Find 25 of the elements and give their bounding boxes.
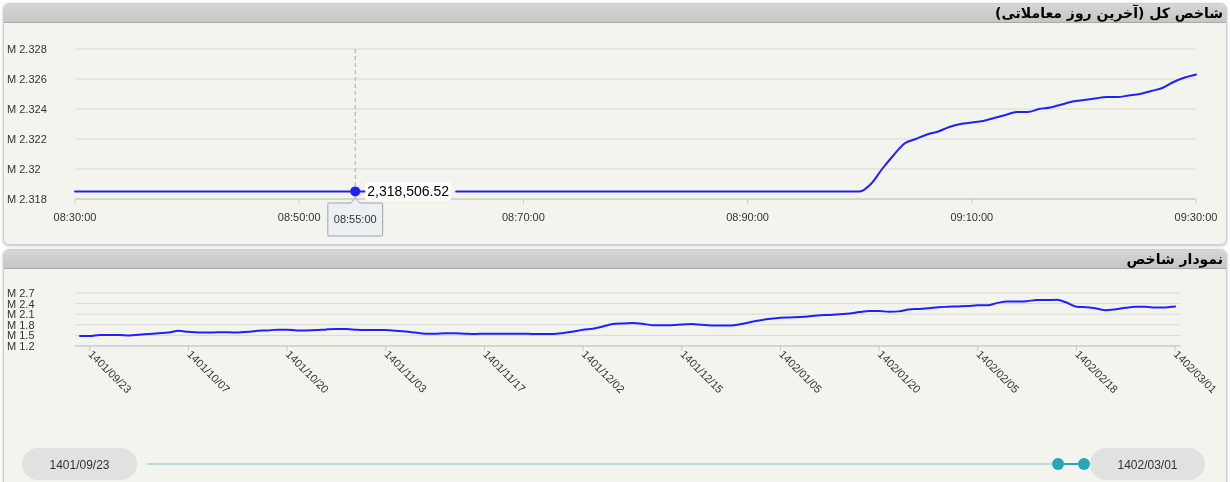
xtick-label: 08:30:00 bbox=[53, 211, 97, 223]
xtick-label: 08:50:00 bbox=[277, 211, 321, 223]
annotation: 2,318,506.52 bbox=[365, 182, 452, 201]
xtick-label: 08:90:00 bbox=[726, 211, 769, 223]
x-tick-label: 08:55:00 bbox=[333, 213, 377, 225]
ytick-label: 2.322 M bbox=[7, 133, 47, 145]
ytick-label: 2.318 M bbox=[7, 193, 47, 205]
title: نمودار شاخص bbox=[1126, 250, 1223, 268]
slider-label: 1401/09/23 bbox=[22, 448, 137, 480]
ref-line-label: 08:55:00 bbox=[327, 197, 384, 237]
ytick-label: 2.7 M bbox=[7, 287, 35, 299]
xtick-label: 08:70:00 bbox=[502, 211, 545, 223]
ytick-label: 2.4 M bbox=[7, 297, 35, 310]
ytick-label: 2.326 M bbox=[7, 73, 47, 85]
ytick-label: 2.32 M bbox=[7, 163, 41, 175]
title: شاخص کل (آخرین روز معاملاتی) bbox=[995, 4, 1223, 22]
ytick-label: 1.8 M bbox=[7, 318, 35, 331]
ytick-label: 2.328 M bbox=[7, 43, 47, 55]
ytick-label: 1.5 M bbox=[7, 329, 35, 342]
ytick-label: 2.1 M bbox=[7, 308, 35, 321]
slider-label: 1402/03/01 bbox=[1090, 448, 1205, 480]
ytick-label: 2.324 M bbox=[7, 103, 47, 115]
xtick-label: 09:10:00 bbox=[950, 211, 994, 223]
xtick-label: 09:30:00 bbox=[1174, 211, 1218, 223]
ytick-label: 1.2 M bbox=[7, 340, 35, 352]
